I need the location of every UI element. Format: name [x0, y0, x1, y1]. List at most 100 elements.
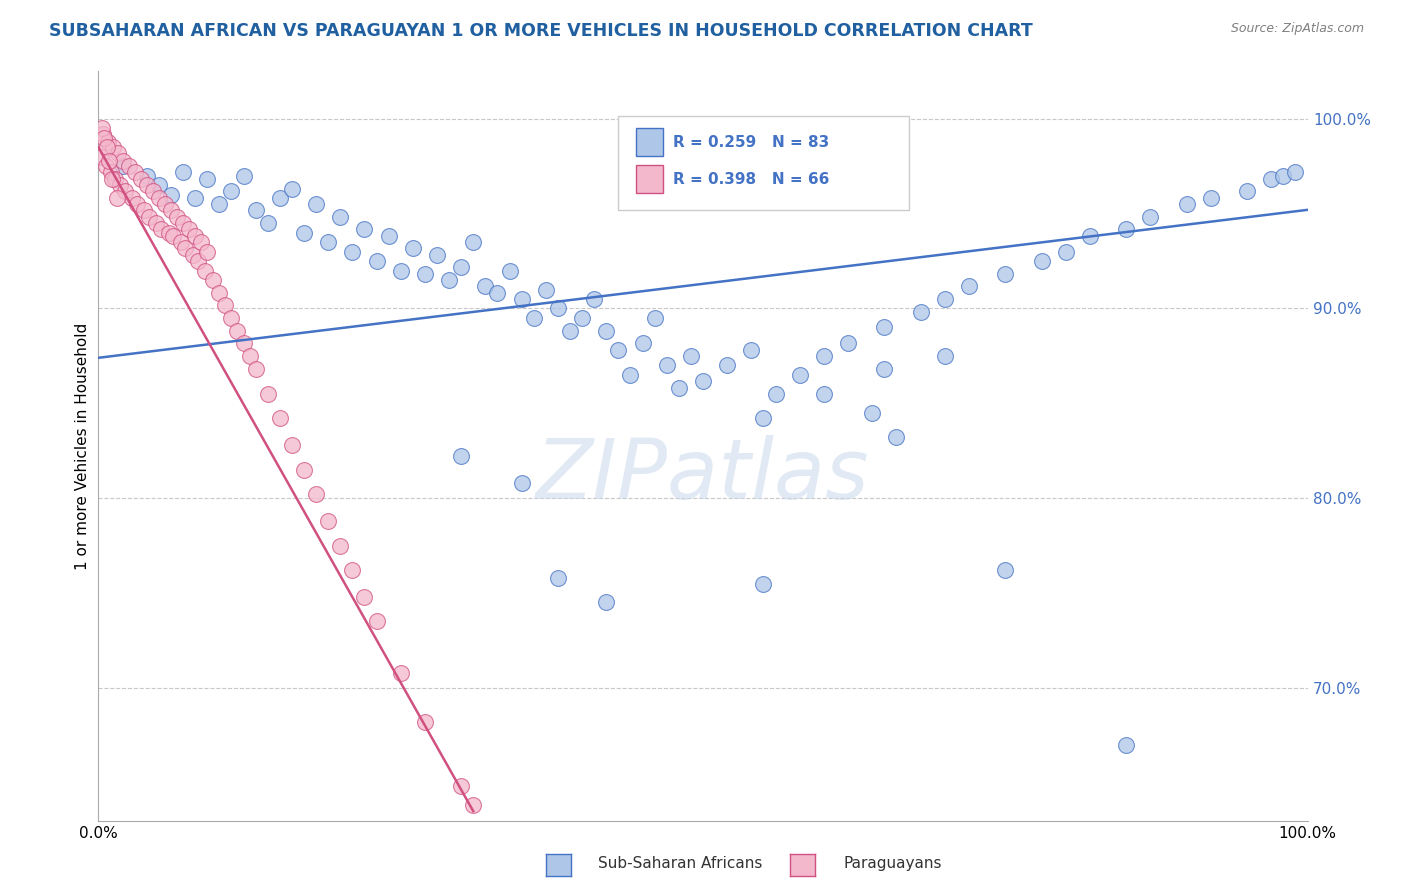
- Point: [98, 153, 121, 168]
- Point: [195, 244, 218, 259]
- Point: [111, 153, 134, 168]
- Point: [619, 368, 641, 382]
- Point: [486, 286, 509, 301]
- Point: [631, 335, 654, 350]
- Point: [111, 159, 134, 173]
- Point: [166, 211, 188, 225]
- Point: [245, 362, 267, 376]
- Text: Source: ZipAtlas.com: Source: ZipAtlas.com: [1230, 22, 1364, 36]
- Point: [105, 191, 128, 205]
- FancyBboxPatch shape: [637, 165, 664, 194]
- Point: [934, 349, 956, 363]
- Point: [150, 222, 173, 236]
- Point: [90, 150, 112, 164]
- Point: [269, 411, 291, 425]
- Point: [389, 263, 412, 277]
- Point: [104, 172, 127, 186]
- Point: [389, 665, 412, 680]
- Point: [377, 229, 399, 244]
- Point: [644, 310, 666, 325]
- Point: [91, 121, 114, 136]
- Point: [124, 165, 146, 179]
- Point: [96, 140, 118, 154]
- Point: [1115, 738, 1137, 752]
- Text: SUBSAHARAN AFRICAN VS PARAGUAYAN 1 OR MORE VEHICLES IN HOUSEHOLD CORRELATION CHA: SUBSAHARAN AFRICAN VS PARAGUAYAN 1 OR MO…: [49, 22, 1033, 40]
- Point: [135, 169, 157, 183]
- Text: Paraguayans: Paraguayans: [844, 856, 942, 871]
- Point: [256, 216, 278, 230]
- Point: [1236, 184, 1258, 198]
- Point: [305, 487, 328, 501]
- Point: [97, 135, 120, 149]
- Point: [221, 184, 243, 198]
- Point: [583, 292, 606, 306]
- Point: [184, 229, 207, 244]
- Point: [221, 310, 243, 325]
- Point: [169, 235, 191, 249]
- Point: [1139, 211, 1161, 225]
- Point: [510, 475, 533, 490]
- Point: [107, 145, 129, 160]
- Point: [148, 191, 170, 205]
- Point: [1115, 222, 1137, 236]
- Point: [281, 438, 304, 452]
- Point: [1078, 229, 1101, 244]
- Point: [910, 305, 932, 319]
- Point: [239, 349, 262, 363]
- Point: [957, 278, 980, 293]
- Point: [138, 211, 160, 225]
- Point: [93, 130, 115, 145]
- Point: [1260, 172, 1282, 186]
- Point: [463, 798, 485, 813]
- Point: [353, 222, 375, 236]
- Point: [342, 244, 364, 259]
- Point: [232, 335, 254, 350]
- Point: [873, 320, 896, 334]
- Point: [413, 714, 436, 729]
- Point: [547, 571, 569, 585]
- Point: [813, 387, 835, 401]
- Point: [873, 362, 896, 376]
- Point: [402, 241, 425, 255]
- Point: [994, 563, 1017, 577]
- Point: [184, 191, 207, 205]
- Point: [145, 216, 167, 230]
- Point: [450, 780, 472, 794]
- Point: [813, 349, 835, 363]
- Point: [195, 172, 218, 186]
- Point: [437, 273, 460, 287]
- Point: [142, 184, 165, 198]
- Point: [934, 292, 956, 306]
- Point: [292, 463, 315, 477]
- Point: [413, 268, 436, 282]
- Point: [994, 268, 1017, 282]
- Point: [94, 159, 117, 173]
- Point: [510, 292, 533, 306]
- Point: [202, 273, 225, 287]
- Point: [226, 324, 249, 338]
- Point: [607, 343, 630, 358]
- Point: [547, 301, 569, 316]
- Point: [316, 514, 339, 528]
- Point: [595, 595, 617, 609]
- Point: [187, 254, 209, 268]
- Point: [148, 178, 170, 193]
- Point: [316, 235, 339, 249]
- Point: [162, 229, 184, 244]
- Point: [860, 406, 883, 420]
- FancyBboxPatch shape: [619, 116, 908, 210]
- Point: [100, 172, 122, 186]
- Point: [256, 387, 278, 401]
- Y-axis label: 1 or more Vehicles in Household: 1 or more Vehicles in Household: [75, 322, 90, 570]
- Point: [474, 278, 496, 293]
- Point: [692, 374, 714, 388]
- Point: [571, 310, 593, 325]
- FancyBboxPatch shape: [637, 128, 664, 156]
- Point: [1284, 165, 1306, 179]
- Point: [837, 335, 859, 350]
- Text: ZIPatlas: ZIPatlas: [536, 435, 870, 516]
- Point: [179, 222, 201, 236]
- Point: [534, 283, 557, 297]
- Point: [208, 286, 231, 301]
- Point: [100, 165, 122, 179]
